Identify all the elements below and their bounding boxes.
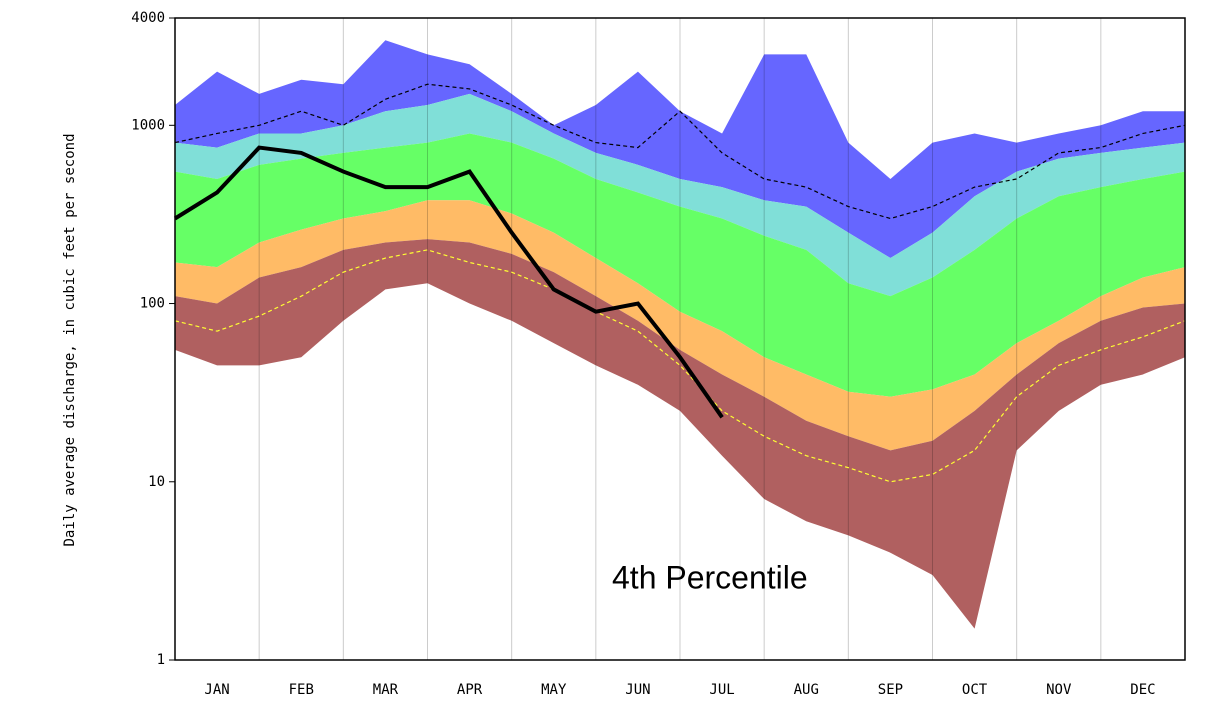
x-tick-label: AUG — [794, 682, 819, 698]
x-tick-label: OCT — [962, 682, 988, 698]
y-tick-label: 100 — [140, 296, 165, 312]
x-tick-label: JUL — [709, 682, 734, 698]
series-line — [174, 249, 1186, 483]
x-tick-label: JUN — [625, 682, 650, 698]
y-tick-label: 10 — [148, 474, 165, 490]
y-tick-label: 4000 — [131, 10, 165, 26]
x-tick-label: MAR — [373, 682, 399, 698]
x-tick-label: SEP — [878, 682, 903, 698]
x-tick-label: MAY — [541, 682, 567, 698]
x-tick-label: DEC — [1130, 682, 1155, 698]
annotation: 4th Percentile — [612, 559, 808, 595]
y-tick-label: 1 — [157, 652, 165, 668]
x-tick-label: NOV — [1046, 682, 1072, 698]
plot-frame — [174, 17, 1186, 661]
plot-area — [173, 18, 1186, 660]
x-tick-label: JAN — [204, 682, 229, 698]
y-axis-title: Daily average discharge, in cubic feet p… — [62, 133, 78, 546]
x-tick-label: FEB — [289, 682, 314, 698]
series-line — [173, 145, 724, 419]
x-tick-label: APR — [457, 682, 483, 698]
series-line — [174, 83, 1186, 220]
y-tick-label: 1000 — [131, 117, 165, 133]
